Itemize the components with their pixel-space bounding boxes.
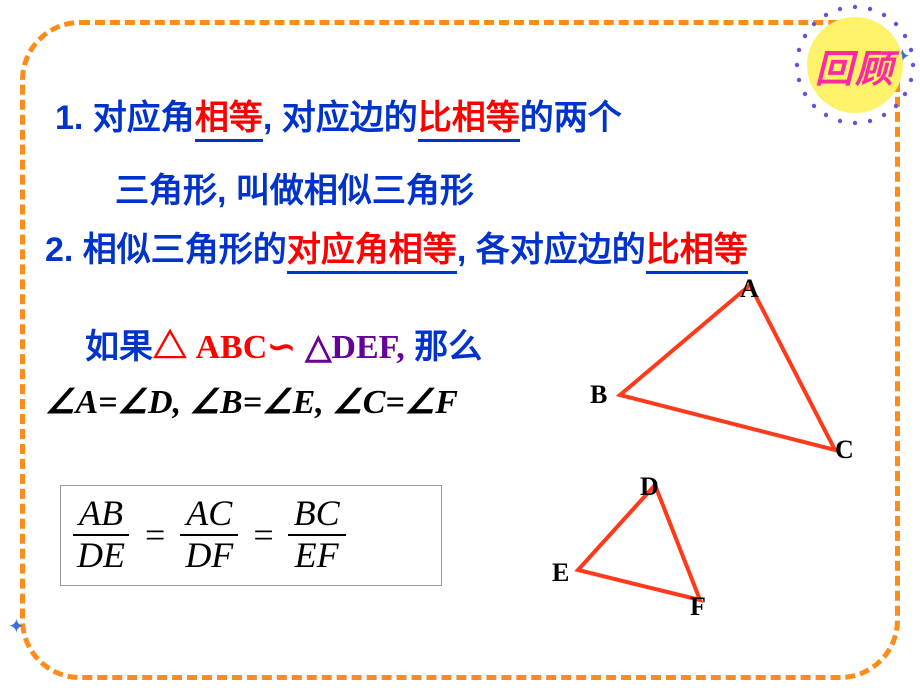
triangle-abc-figure: A B C xyxy=(610,280,860,480)
ratio-formula: AB DE = AC DF = BC EF xyxy=(71,494,431,575)
fill-blank-1: 相等 xyxy=(195,99,263,142)
triangle-def: DEF, xyxy=(331,329,404,366)
text-segment: 如果 xyxy=(85,328,153,366)
text-segment: 那么 xyxy=(405,328,482,366)
fill-blank-3: 对应角相等 xyxy=(287,231,457,274)
similar-symbol: ∽ xyxy=(267,329,296,366)
fill-blank-4: 比相等 xyxy=(646,231,748,274)
definition-line-2: 2. 相似三角形的对应角相等, 各对应边的比相等 xyxy=(45,222,885,271)
fill-blank-2: 比相等 xyxy=(418,99,520,142)
denominator: DE xyxy=(71,536,131,576)
equals: = xyxy=(141,514,169,556)
triangle-symbol: △ xyxy=(153,328,187,366)
fraction-1: AB DE xyxy=(71,494,131,575)
equals: = xyxy=(249,514,277,556)
text-segment: 2. 相似三角形的 xyxy=(45,231,287,269)
ratio-formula-box: AB DE = AC DF = BC EF xyxy=(60,485,442,586)
vertex-label-b: B xyxy=(590,380,607,410)
text-segment: 1. 对应角 xyxy=(55,99,195,137)
triangle-abc: ABC xyxy=(187,329,267,366)
vertex-label-a: A xyxy=(740,274,759,304)
triangle-icon xyxy=(610,280,860,480)
vertex-label-c: C xyxy=(835,435,854,465)
numerator: BC xyxy=(288,494,346,536)
vertex-label-f: F xyxy=(690,592,706,622)
numerator: AB xyxy=(73,494,129,536)
definition-line-1b: 三角形, 叫做相似三角形 xyxy=(115,163,885,212)
triangle-def-figure: D E F xyxy=(570,480,740,620)
text-segment: , 对应边的 xyxy=(263,99,418,137)
fraction-2: AC DF xyxy=(179,494,239,575)
text-segment: , 各对应边的 xyxy=(457,231,646,269)
triangle-symbol: △ xyxy=(305,329,331,366)
denominator: DF xyxy=(179,536,239,576)
text-segment: 的两个 xyxy=(520,99,622,137)
numerator: AC xyxy=(180,494,238,536)
fraction-3: BC EF xyxy=(288,494,346,575)
vertex-label-d: D xyxy=(640,472,659,502)
denominator: EF xyxy=(289,536,345,576)
vertex-label-e: E xyxy=(552,558,569,588)
corner-marker-bl: ✦ xyxy=(8,614,25,639)
definition-line-1: 1. 对应角相等, 对应边的比相等的两个 xyxy=(55,90,885,139)
